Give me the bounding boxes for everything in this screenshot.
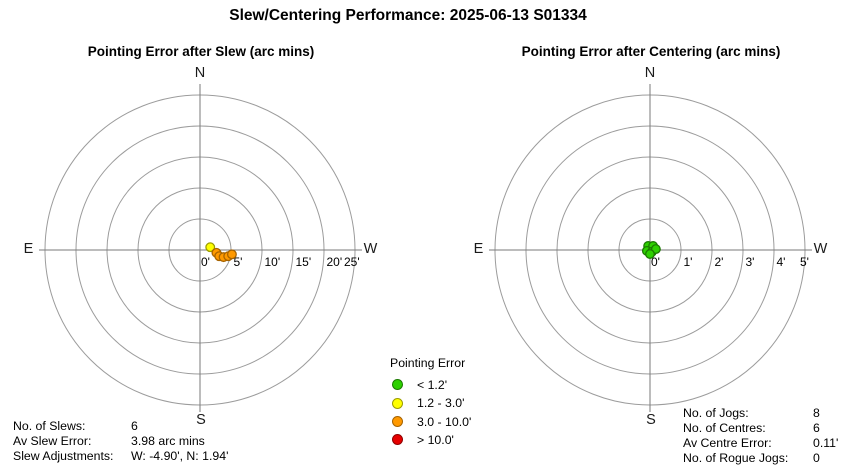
stat-label: Av Centre Error:: [683, 436, 772, 450]
tick-label: 10': [265, 255, 281, 269]
stat-row: Av Slew Error: 3.98 arc mins: [13, 434, 228, 449]
stat-label: No. of Rogue Jogs:: [683, 451, 789, 465]
stat-value: W: -4.90', N: 1.94': [131, 449, 229, 463]
stat-row: Slew Adjustments: W: -4.90', N: 1.94': [13, 449, 228, 464]
stat-row: No. of Jogs: 8: [683, 406, 838, 421]
legend-dot-icon: [392, 397, 403, 409]
legend-entry-label: 1.2 - 3.0': [417, 396, 465, 411]
report-title: Slew/Centering Performance: 2025-06-13 S…: [229, 7, 587, 24]
legend-rows: < 1.2' 1.2 - 3.0' 3.0 - 10.0' > 10.0': [390, 376, 471, 450]
legend-dot-icon: [392, 379, 403, 391]
slew-stats: No. of Slews: 6 Av Slew Error: 3.98 arc min…: [13, 419, 228, 464]
data-point: [226, 249, 237, 260]
stat-row: Av Centre Error: 0.11': [683, 436, 838, 451]
legend-entry-label: < 1.2': [417, 378, 448, 392]
compass-label-w: W: [814, 241, 828, 257]
compass-label-n: N: [645, 65, 655, 81]
stat-label: No. of Jogs:: [683, 406, 749, 420]
centering-plot-title: Pointing Error after Centering (arc mins…: [521, 44, 781, 59]
stat-value: 0.11': [813, 436, 839, 450]
stat-value: 6: [131, 419, 138, 433]
legend-entry: > 10.0': [390, 431, 471, 449]
tick-label: 20': [327, 255, 343, 269]
stat-label: Av Slew Error:: [13, 434, 92, 448]
legend-entry-label: 3.0 - 10.0': [417, 414, 472, 429]
compass-label-s: S: [646, 412, 656, 428]
stat-label: No. of Slews:: [13, 419, 86, 433]
compass-label-w: W: [364, 241, 378, 257]
tick-label: 4': [777, 255, 786, 269]
data-point: [645, 249, 655, 259]
stat-label: No. of Centres:: [683, 421, 766, 435]
data-point: [205, 242, 216, 253]
stat-row: No. of Centres: 6: [683, 421, 838, 436]
stat-value: 3.98 arc mins: [131, 434, 205, 448]
legend-dot-icon: [392, 416, 403, 428]
compass-label-s: S: [196, 412, 206, 428]
legend-dot-icon: [392, 434, 403, 446]
tick-label: 5': [800, 255, 809, 269]
compass-label-e: E: [24, 241, 34, 257]
legend-entry: < 1.2': [390, 376, 471, 394]
stat-value: 6: [813, 421, 820, 435]
stat-row: No. of Slews: 6: [13, 419, 228, 434]
tick-label: 2': [715, 255, 724, 269]
stat-label: Slew Adjustments:: [13, 449, 114, 463]
legend-entry-label: > 10.0': [417, 433, 454, 448]
centering-stats: No. of Jogs: 8 No. of Centres: 6 Av Centre E…: [683, 406, 838, 466]
tick-label: 0': [651, 255, 660, 269]
compass-label-e: E: [474, 241, 484, 257]
legend-title: Pointing Error: [390, 356, 466, 370]
pointing-error-legend: Pointing Error < 1.2' 1.2 - 3.0' 3.0 - 10.…: [390, 356, 471, 450]
tick-label: 25': [344, 255, 360, 269]
stat-row: No. of Rogue Jogs: 0: [683, 451, 838, 466]
tick-label: 0': [201, 255, 210, 269]
compass-label-n: N: [195, 65, 205, 81]
stat-value: 8: [813, 406, 820, 420]
tick-label: 15': [296, 255, 312, 269]
tick-label: 5': [234, 255, 243, 269]
legend-entry: 1.2 - 3.0': [390, 394, 471, 412]
tick-label: 3': [746, 255, 755, 269]
legend-entry: 3.0 - 10.0': [390, 413, 471, 431]
stat-value: 0: [813, 451, 820, 465]
tick-label: 1': [684, 255, 693, 269]
slew-plot-title: Pointing Error after Slew (arc mins): [87, 44, 315, 59]
